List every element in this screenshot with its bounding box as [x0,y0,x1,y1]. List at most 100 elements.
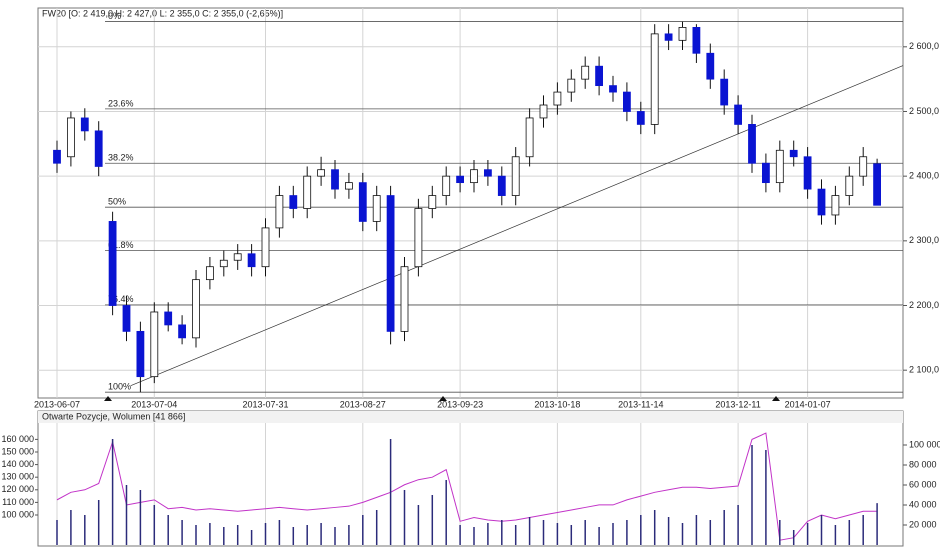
volume-header [38,411,903,423]
candle-body [650,33,659,125]
y-tick-label: 2 300,0 [909,235,939,245]
y-tick-label: 100 000 [1,509,34,519]
fib-label: 0% [108,11,121,21]
candle-body [386,195,395,332]
candle-body [372,195,381,222]
candle-body [219,259,228,268]
candle-body [344,182,353,190]
candle-body [706,52,715,80]
candle-body [511,156,520,196]
candle-body [303,175,312,209]
candle-body [275,195,284,229]
x-tick-label: 2013-12-11 [715,399,760,409]
x-tick-label: 2013-07-31 [242,399,288,409]
y-tick-label: 160 000 [1,434,34,444]
candle-body [80,117,89,132]
candle-body [470,169,478,184]
fib-label: 61.8% [108,240,134,250]
candle-body [122,305,131,332]
candle-body [483,169,492,177]
candle-body [497,175,506,196]
y-tick-label: 2 600,0 [909,41,939,51]
fib-label: 38.2% [108,153,134,163]
candle-body [748,124,756,164]
candle-body [261,227,270,268]
open-interest-line [56,432,878,541]
candle-body [803,156,812,190]
x-tick-label: 2013-08-27 [340,399,386,409]
candle-body [762,162,770,184]
candle-body [525,117,534,158]
candle-body [623,91,631,112]
candle-body [581,65,590,80]
y-tick-label: 2 100,0 [909,365,939,375]
candle-body [775,149,784,184]
candle-body [859,156,868,177]
y2-tick-label: 20 000 [909,519,937,529]
candle-body [553,91,562,106]
x-tick-label: 2013-06-07 [34,399,80,409]
x-tick-label: 2013-07-04 [131,399,177,409]
candle-body [233,253,242,261]
candle-body [358,182,367,222]
candle-body [164,311,173,326]
marker [104,396,112,401]
candle-body [428,195,437,209]
candle-body [692,27,701,54]
candle-body [178,324,187,339]
candle-body [567,78,576,93]
y-tick-label: 2 200,0 [909,300,939,310]
y-tick-label: 110 000 [2,497,34,507]
candle-body [664,33,673,41]
candle-body [67,117,75,158]
candle-body [636,111,645,125]
y-tick-label: 140 000 [1,459,34,469]
candle-body [456,175,465,184]
price-title: FW20 [O: 2 419,0 H: 2 427,0 L: 2 355,0 C… [42,8,283,18]
y2-tick-label: 40 000 [909,499,937,509]
x-tick-label: 2013-10-18 [534,399,580,409]
candle-body [845,175,854,196]
y2-tick-label: 80 000 [909,459,937,469]
candle-body [317,169,326,177]
candle-body [817,188,826,216]
y-tick-label: 2 400,0 [909,171,939,181]
fib-label: 50% [108,197,126,207]
candle-body [789,149,798,158]
candle-body [734,104,742,125]
x-tick-label: 2013-11-14 [618,399,663,409]
candle-body [136,330,145,378]
candle-body [595,65,603,87]
candle-body [150,311,159,378]
candle-body [289,195,298,209]
y-tick-label: 130 000 [1,472,34,482]
candle-body [331,169,339,190]
y-tick-label: 120 000 [1,484,34,494]
candle-body [678,27,687,41]
x-tick-label: 2013-09-23 [437,399,483,409]
candle-body [205,266,214,281]
candle-body [609,85,617,93]
candle-body [400,266,409,332]
volume-title: Otwarte Pozycje, Wolumen [41 866] [42,411,185,421]
candle-body [873,163,881,206]
candle-body [831,195,840,216]
x-tick-label: 2014-01-07 [785,399,831,409]
y2-tick-label: 100 000 [909,439,940,449]
trend-line [130,65,904,387]
candle-body [108,221,117,306]
fib-label: 100% [108,382,131,392]
y2-tick-label: 60 000 [909,479,937,489]
candle-body [192,279,200,339]
candle-body [414,208,423,268]
marker [439,396,447,401]
candle-body [720,78,729,106]
candle-body [94,130,103,167]
fib-label: 76.4% [108,294,134,304]
candle-body [442,175,451,196]
marker [772,396,780,401]
y-tick-label: 150 000 [1,446,34,456]
y-tick-label: 2 500,0 [909,106,939,116]
candle-body [53,149,61,164]
